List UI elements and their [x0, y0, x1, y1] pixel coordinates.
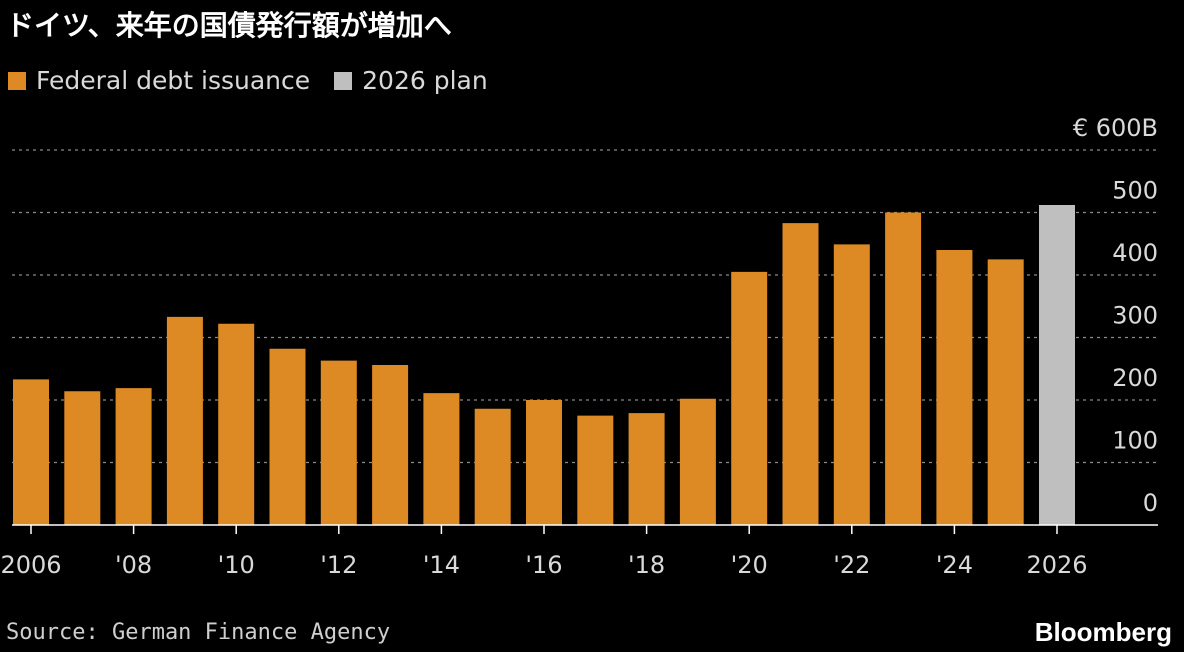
- x-tick-label-2026: 2026: [1026, 551, 1087, 579]
- x-tick-label-2020: '20: [731, 551, 768, 579]
- y-tick-label-300: 300: [1112, 302, 1158, 330]
- y-tick-label-500: 500: [1112, 177, 1158, 205]
- bar-2014: [423, 393, 460, 525]
- legend-swatch-plan: [334, 71, 353, 90]
- bar-2021: [782, 223, 819, 525]
- x-tick-label-2022: '22: [833, 551, 870, 579]
- y-tick-label-600: € 600B: [1073, 114, 1158, 142]
- y-tick-label-200: 200: [1112, 364, 1158, 392]
- bar-2020: [731, 271, 768, 525]
- x-tick-label-2010: '10: [218, 551, 255, 579]
- bar-2008: [115, 388, 152, 525]
- bar-2015: [474, 408, 511, 525]
- bar-2009: [166, 316, 203, 525]
- bar-2011: [269, 348, 306, 525]
- bar-2026: [1039, 205, 1075, 525]
- bar-2013: [372, 365, 409, 525]
- x-tick-label-2006: 2006: [0, 551, 61, 579]
- bar-2025: [987, 259, 1024, 525]
- x-tick-label-2008: '08: [115, 551, 152, 579]
- bar-2019: [679, 398, 716, 525]
- x-tick-label-2012: '12: [320, 551, 357, 579]
- bloomberg-logo: Bloomberg: [1034, 617, 1172, 647]
- source-note: Source: German Finance Agency: [6, 620, 391, 645]
- bar-2012: [320, 360, 357, 525]
- legend-item-issuance: Federal debt issuance: [8, 66, 310, 95]
- chart-title: ドイツ、来年の国債発行額が増加へ: [6, 9, 452, 42]
- x-tick-label-2018: '18: [628, 551, 665, 579]
- bar-2018: [628, 413, 665, 525]
- y-tick-label-400: 400: [1112, 239, 1158, 267]
- y-tick-label-0: 0: [1143, 489, 1158, 517]
- legend-swatch-issuance: [8, 71, 26, 90]
- x-tick-label-2014: '14: [423, 551, 460, 579]
- bar-2006: [13, 379, 49, 525]
- legend-label-plan: 2026 plan: [362, 66, 488, 95]
- x-tick-label-2024: '24: [936, 551, 973, 579]
- bar-2023: [885, 212, 922, 525]
- legend-label-issuance: Federal debt issuance: [36, 66, 311, 95]
- y-tick-label-100: 100: [1112, 427, 1158, 455]
- bar-2007: [64, 391, 101, 525]
- legend-item-plan: 2026 plan: [334, 66, 488, 95]
- bar-2022: [833, 244, 870, 525]
- legend: Federal debt issuance 2026 plan: [8, 66, 512, 95]
- bar-2024: [936, 250, 973, 525]
- x-tick-label-2016: '16: [525, 551, 562, 579]
- bar-2010: [218, 323, 255, 525]
- bar-2017: [577, 415, 614, 525]
- bar-2016: [526, 400, 562, 525]
